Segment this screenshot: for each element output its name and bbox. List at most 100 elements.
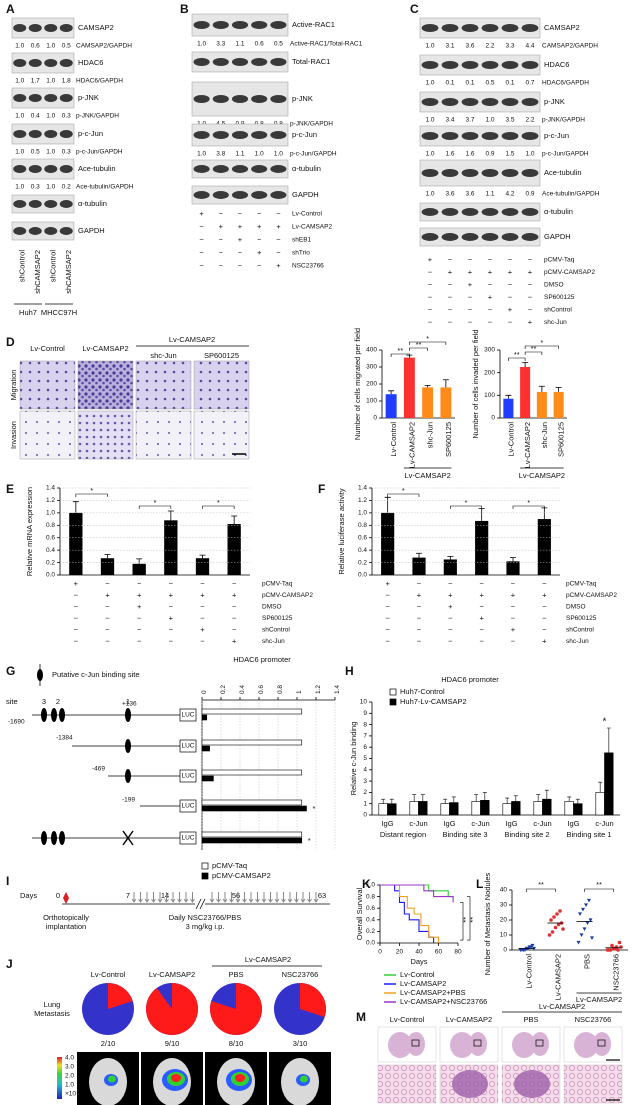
quantification: 0.5 — [62, 43, 71, 50]
significance: ** — [416, 340, 422, 349]
blot-label: p-JNK — [292, 94, 313, 103]
condition-label: pCMV-Taq — [566, 581, 597, 588]
condition-sign: − — [428, 267, 433, 276]
blot-band — [521, 61, 539, 69]
quantification: 0.1 — [505, 80, 514, 87]
group-label: Lv-CAMSAP2 — [539, 1002, 585, 1011]
condition-sign: − — [232, 579, 237, 588]
position-label: -199 — [122, 797, 135, 804]
condition-sign: − — [385, 602, 390, 611]
quantification: 1.0 — [46, 43, 55, 50]
zoom-box — [411, 1039, 420, 1047]
condition-sign: − — [542, 579, 547, 588]
panel-letter: G — [6, 664, 15, 678]
micrograph — [77, 360, 134, 410]
blot-band — [521, 24, 539, 32]
bar — [385, 394, 397, 418]
blot-strip — [419, 125, 541, 147]
blot-strip — [419, 227, 541, 247]
condition-sign: − — [488, 305, 493, 314]
significance: * — [154, 498, 157, 507]
panel-letter: D — [6, 335, 15, 349]
condition-sign: − — [511, 636, 516, 645]
condition-sign: − — [199, 222, 204, 231]
blot-band — [501, 98, 519, 106]
day-label: 7 — [126, 891, 130, 900]
significance-bracket — [460, 896, 471, 941]
legend-text: Lv-CAMSAP2 — [400, 979, 446, 988]
condition-sign: − — [219, 209, 224, 218]
blot-label: GAPDH — [78, 226, 105, 235]
blot-band — [461, 24, 479, 32]
micrograph — [135, 410, 192, 460]
data-point — [581, 907, 585, 912]
blot-label: p-JNK — [544, 97, 565, 106]
significance-bracket — [584, 888, 614, 892]
blot-band — [521, 208, 539, 216]
day-label: 14 — [161, 891, 169, 900]
x-tick-label: c-Jun — [409, 819, 427, 828]
y-tick-label: 5 — [363, 755, 367, 762]
quantification: 0.4 — [31, 113, 40, 120]
pie-slice — [300, 983, 327, 1018]
blot-band — [441, 24, 459, 32]
error-bar — [478, 508, 485, 521]
blot-band — [501, 169, 519, 177]
row-label: Lung — [44, 1000, 61, 1009]
error-bar — [447, 555, 454, 560]
dose-arrow — [216, 892, 221, 903]
y-tick-label: 0.6 — [46, 534, 55, 541]
condition-sign: + — [137, 590, 142, 599]
y-tick-label: 0.2 — [46, 559, 55, 566]
blot-label: Total-RAC1 — [292, 57, 330, 66]
x-tick-label: 60 — [435, 949, 443, 956]
blot-band — [212, 95, 229, 103]
dose-arrow — [164, 892, 169, 903]
blot-strip — [11, 221, 75, 241]
significance: * — [527, 498, 530, 507]
legend-swatch — [389, 688, 397, 696]
condition-sign: − — [169, 625, 174, 634]
blot-band — [481, 61, 499, 69]
blot-band — [44, 130, 58, 138]
blot-band — [481, 233, 499, 241]
data-point — [547, 933, 552, 937]
condition-sign: − — [385, 590, 390, 599]
significance: * — [402, 486, 405, 495]
data-point — [588, 918, 593, 922]
significance-bracket — [387, 493, 420, 497]
condition-sign: − — [488, 255, 493, 264]
significance: ** — [461, 917, 470, 923]
significance-bracket — [138, 505, 172, 509]
error-bar — [606, 727, 611, 753]
x-axis-label: Days — [410, 957, 427, 966]
binding-site — [125, 708, 131, 722]
position-label: -1384 — [56, 735, 73, 742]
significance-bracket — [409, 341, 447, 345]
x-tick-label: Lv-Control — [524, 954, 533, 989]
condition-label: pCMV-Taq — [544, 257, 575, 264]
error-bar — [388, 390, 395, 395]
y-axis-label: Overall Survival — [355, 887, 364, 940]
quantification: 1.0 — [15, 43, 24, 50]
blot-band — [521, 169, 539, 177]
blot-strip — [11, 123, 75, 145]
group-label: Binding site 2 — [504, 830, 549, 839]
y-tick-label: 7 — [363, 733, 367, 740]
dose-arrow — [313, 892, 319, 903]
blot-band — [421, 61, 439, 69]
x-tick-label: IgG — [443, 819, 455, 828]
error-bar — [505, 797, 510, 804]
blot-band — [193, 95, 210, 103]
quantification: 0.9 — [485, 151, 494, 158]
blot-band — [59, 130, 73, 138]
y-tick-label: 1.2 — [46, 497, 55, 504]
blot-band — [270, 191, 287, 199]
blot-band — [251, 165, 268, 173]
micrograph — [193, 360, 250, 410]
bar — [201, 805, 307, 812]
data-point — [616, 948, 620, 952]
condition-sign: − — [528, 305, 533, 314]
blot-band — [28, 130, 42, 138]
data-point — [585, 921, 590, 925]
